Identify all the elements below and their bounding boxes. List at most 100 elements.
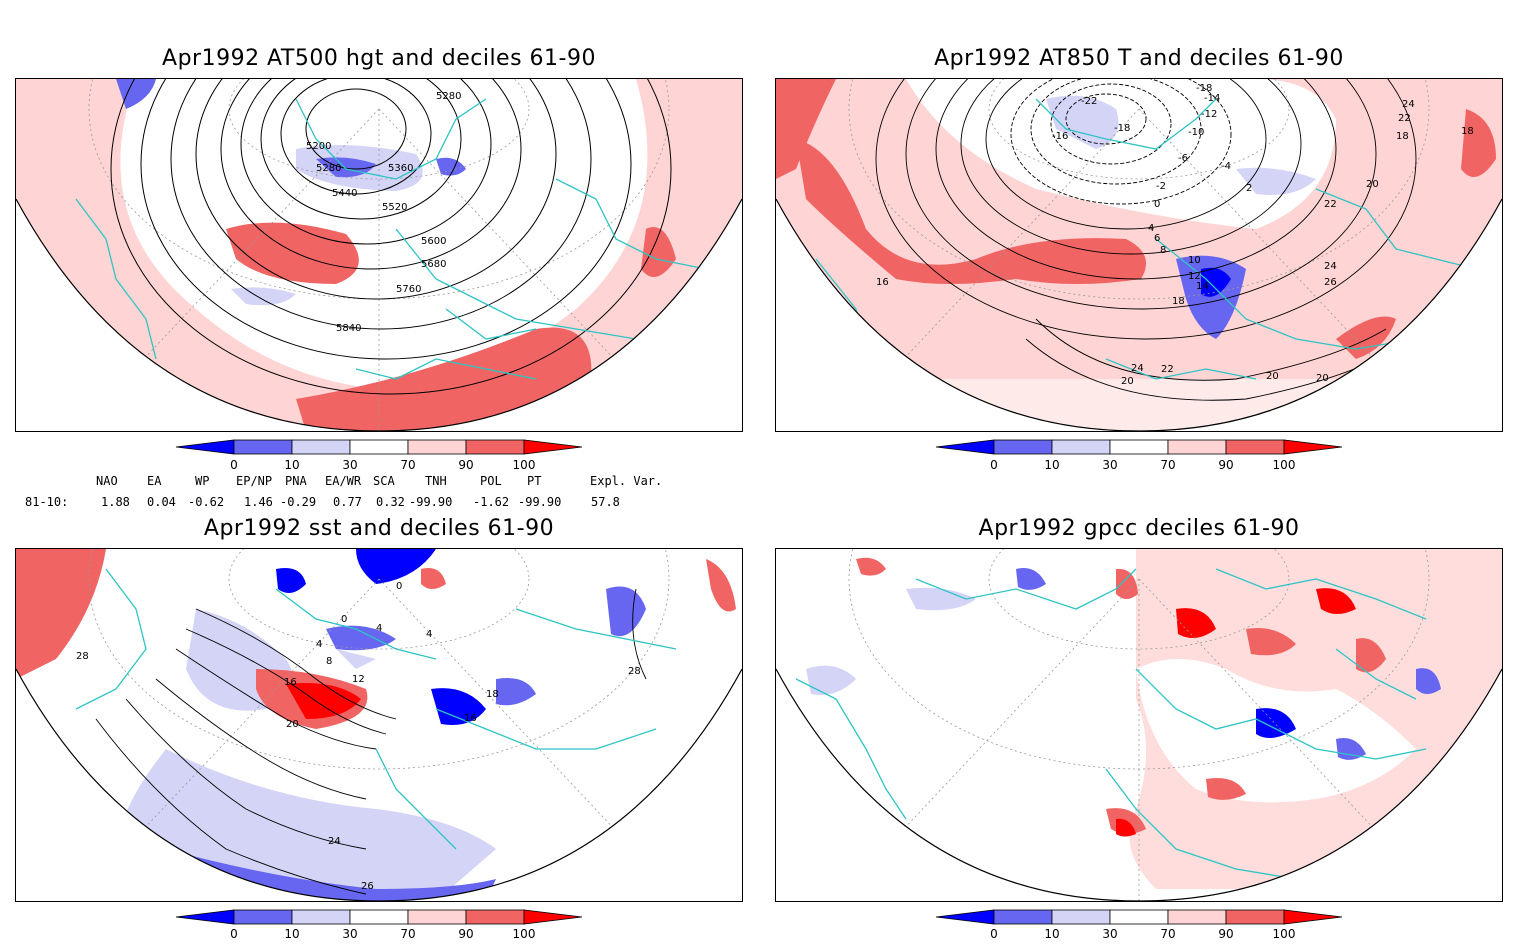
decile-shading xyxy=(16,549,736,901)
index-header: Expl. Var. xyxy=(590,474,663,488)
colorbar-sst: 0 10 30 70 90 100 xyxy=(172,909,592,949)
svg-text:6: 6 xyxy=(1154,233,1160,244)
colorbar-tick: 0 xyxy=(990,927,998,940)
svg-text:26: 26 xyxy=(361,881,374,892)
colorbar-tick: 100 xyxy=(513,458,536,472)
panel-title-hgt500: Apr1992 AT500 hgt and deciles 61-90 xyxy=(162,46,596,71)
svg-text:5280: 5280 xyxy=(436,91,461,102)
sst-contours xyxy=(95,588,647,895)
index-header: TNH xyxy=(425,474,447,488)
index-value: -0.29 xyxy=(280,495,317,509)
svg-text:20: 20 xyxy=(1266,371,1279,382)
svg-text:-16: -16 xyxy=(1052,131,1068,142)
colorbar-tick: 10 xyxy=(1044,927,1059,940)
contour-labels: 0 0 4 4 4 8 12 16 16 18 20 24 26 28 28 xyxy=(76,581,641,892)
colorbar-tick: 70 xyxy=(1160,458,1175,472)
panel-title-gpcc: Apr1992 gpcc deciles 61-90 xyxy=(978,516,1300,541)
colorbar-tick: 100 xyxy=(513,927,536,940)
svg-text:5840: 5840 xyxy=(336,323,361,334)
panel-title-sst: Apr1992 sst and deciles 61-90 xyxy=(203,516,555,541)
svg-text:-4: -4 xyxy=(1221,161,1231,172)
svg-text:5760: 5760 xyxy=(396,284,421,295)
index-header: WP xyxy=(195,474,210,488)
index-value: -1.62 xyxy=(473,495,510,509)
index-value: -0.62 xyxy=(188,495,225,509)
colorbar-hgt500: 0 10 30 70 90 100 xyxy=(172,439,592,479)
svg-text:14: 14 xyxy=(1196,281,1209,292)
svg-text:24: 24 xyxy=(328,836,341,847)
index-header: EA/WR xyxy=(325,474,362,488)
svg-text:-18: -18 xyxy=(1196,83,1212,94)
svg-text:-14: -14 xyxy=(1204,93,1220,104)
svg-text:5600: 5600 xyxy=(421,236,446,247)
svg-text:5520: 5520 xyxy=(382,202,407,213)
graticule xyxy=(835,79,1443,431)
svg-text:4: 4 xyxy=(316,639,322,650)
svg-text:-12: -12 xyxy=(1201,109,1217,120)
map-sst: 0 0 4 4 4 8 12 16 16 18 20 24 26 28 28 xyxy=(16,549,742,901)
colorbar-tick: 100 xyxy=(1273,927,1296,940)
svg-text:18: 18 xyxy=(1396,131,1409,142)
svg-text:18: 18 xyxy=(486,689,499,700)
svg-text:0: 0 xyxy=(396,581,402,592)
svg-text:5360: 5360 xyxy=(388,163,413,174)
svg-text:8: 8 xyxy=(326,656,332,667)
colorbar-tick: 90 xyxy=(1218,927,1233,940)
svg-text:5200: 5200 xyxy=(306,141,331,152)
teleconnection-indices: NAO EA WP EP/NP PNA EA/WR SCA TNH POL PT… xyxy=(0,474,740,514)
index-header: PNA xyxy=(285,474,307,488)
svg-text:-10: -10 xyxy=(1188,127,1204,138)
svg-text:10: 10 xyxy=(1188,255,1201,266)
svg-text:-6: -6 xyxy=(1178,153,1188,164)
colorbar-tick: 10 xyxy=(1044,458,1059,472)
colorbar-svg: 0 10 30 70 90 100 xyxy=(175,439,583,472)
height-contours xyxy=(110,79,672,395)
graticule xyxy=(75,549,683,901)
panel-title-t850: Apr1992 AT850 T and deciles 61-90 xyxy=(934,46,1344,71)
svg-text:5280: 5280 xyxy=(316,163,341,174)
colorbar-tick: 90 xyxy=(458,927,473,940)
decile-shading xyxy=(806,549,1502,889)
index-value: 0.77 xyxy=(333,495,362,509)
colorbar-tick: 0 xyxy=(230,458,238,472)
svg-text:24: 24 xyxy=(1324,261,1337,272)
map-panel-hgt500: 5200 5280 5280 5360 5440 5520 5600 5680 … xyxy=(15,78,743,432)
index-value: -99.90 xyxy=(518,495,562,509)
svg-text:28: 28 xyxy=(76,651,89,662)
index-header: EA xyxy=(147,474,162,488)
svg-text:24: 24 xyxy=(1131,363,1144,374)
colorbar-tick: 0 xyxy=(230,927,238,940)
svg-text:28: 28 xyxy=(628,666,641,677)
colorbar-tick: 90 xyxy=(1218,458,1233,472)
colorbar-tick: 10 xyxy=(284,927,299,940)
index-value: 0.32 xyxy=(376,495,405,509)
svg-text:12: 12 xyxy=(352,674,365,685)
map-panel-t850: -18 -22 -18 -16 -14 -12 -10 -6 -4 -2 0 2… xyxy=(775,78,1503,432)
coastlines xyxy=(795,568,1427,880)
index-header: EP/NP xyxy=(236,474,273,488)
index-value: 1.46 xyxy=(244,495,273,509)
colorbar-tick: 30 xyxy=(1102,927,1117,940)
index-value: 57.8 xyxy=(591,495,620,509)
svg-text:5440: 5440 xyxy=(332,188,357,199)
svg-text:26: 26 xyxy=(1324,277,1337,288)
svg-text:20: 20 xyxy=(1121,376,1134,387)
colorbar-tick: 0 xyxy=(990,458,998,472)
svg-text:5680: 5680 xyxy=(421,259,446,270)
index-header: POL xyxy=(480,474,502,488)
colorbar-tick: 70 xyxy=(1160,927,1175,940)
colorbar-tick: 70 xyxy=(400,458,415,472)
map-t850: -18 -22 -18 -16 -14 -12 -10 -6 -4 -2 0 2… xyxy=(776,79,1502,431)
colorbar-gpcc: 0 10 30 70 90 100 xyxy=(932,909,1352,949)
map-panel-sst: 0 0 4 4 4 8 12 16 16 18 20 24 26 28 28 xyxy=(15,548,743,902)
index-value: 0.04 xyxy=(147,495,176,509)
map-panel-gpcc xyxy=(775,548,1503,902)
svg-text:8: 8 xyxy=(1160,245,1166,256)
colorbar-tick: 90 xyxy=(458,458,473,472)
graticule xyxy=(835,549,1443,901)
map-gpcc xyxy=(776,549,1502,901)
svg-text:12: 12 xyxy=(1188,271,1201,282)
colorbar-svg: 0 10 30 70 90 100 xyxy=(935,439,1343,472)
decile-shading xyxy=(16,79,742,431)
svg-text:0: 0 xyxy=(341,614,347,625)
